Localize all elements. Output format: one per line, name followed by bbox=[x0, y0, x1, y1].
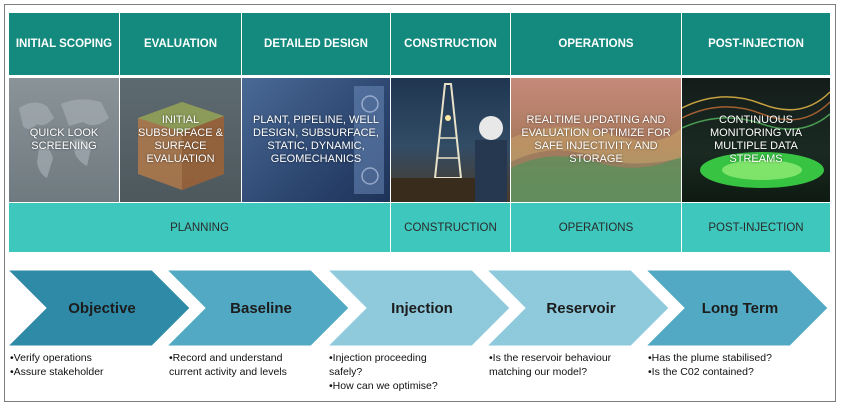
note-line: matching our model? bbox=[489, 366, 588, 378]
drilling-rig-graphic bbox=[391, 83, 507, 202]
note-line: •Has the plume stabilised? bbox=[648, 352, 772, 364]
phase-operations: OPERATIONS bbox=[511, 203, 681, 252]
world-map-image: QUICK LOOK SCREENING bbox=[9, 78, 119, 202]
stage-header-detailed-design: DETAILED DESIGN bbox=[242, 13, 390, 75]
notes-injection: •Injection proceeding safely? •How can w… bbox=[329, 351, 438, 393]
note-line: •Record and understand bbox=[169, 352, 283, 364]
chevron-process-row bbox=[7, 270, 829, 346]
chevron-baseline bbox=[166, 270, 350, 346]
stage-image-text-operations: REALTIME UPDATING AND EVALUATION OPTIMIZ… bbox=[521, 114, 671, 165]
stage-image-text-detailed-design: PLANT, PIPELINE, WELL DESIGN, SUBSURFACE… bbox=[253, 114, 379, 165]
column-separator bbox=[119, 13, 120, 202]
note-line: •Verify operations bbox=[10, 352, 92, 364]
chevron-long-term bbox=[645, 270, 829, 346]
stage-header-operations: OPERATIONS bbox=[511, 13, 681, 75]
note-line: •Injection proceeding bbox=[329, 352, 427, 364]
monitoring-plume-image: CONTINUOUS MONITORING VIA MULTIPLE DATA … bbox=[682, 78, 830, 202]
reservoir-model-graphic bbox=[511, 126, 681, 202]
phase-construction: CONSTRUCTION bbox=[391, 203, 510, 252]
drilling-rig-image bbox=[391, 78, 510, 202]
chevron-label-injection: Injection bbox=[391, 299, 453, 317]
row-separator bbox=[9, 202, 830, 203]
world-map-graphic bbox=[19, 99, 109, 178]
notes-long-term: •Has the plume stabilised? •Is the C02 c… bbox=[648, 351, 772, 379]
note-line: •Is the reservoir behaviour bbox=[489, 352, 612, 364]
stage-image-text-initial-scoping: QUICK LOOK SCREENING bbox=[29, 127, 99, 152]
notes-objective: •Verify operations •Assure stakeholder bbox=[10, 351, 104, 379]
design-screen-image: PLANT, PIPELINE, WELL DESIGN, SUBSURFACE… bbox=[242, 78, 390, 202]
chevron-objective bbox=[7, 270, 191, 346]
column-separator bbox=[510, 13, 511, 252]
monitoring-plume-graphic bbox=[682, 91, 830, 188]
note-line: safely? bbox=[329, 366, 363, 378]
chevron-label-long-term: Long Term bbox=[701, 299, 779, 317]
note-line: •Is the C02 contained? bbox=[648, 366, 754, 378]
note-line: current activity and levels bbox=[169, 366, 287, 378]
stage-header-post-injection: POST-INJECTION bbox=[682, 13, 830, 75]
geological-block-image: INITIAL SUBSURFACE & SURFACE EVALUATION bbox=[120, 78, 241, 202]
chevron-label-reservoir: Reservoir bbox=[546, 299, 616, 317]
column-separator bbox=[390, 13, 391, 252]
notes-baseline: •Record and understand current activity … bbox=[169, 351, 287, 379]
stage-image-text-evaluation: INITIAL SUBSURFACE & SURFACE EVALUATION bbox=[138, 114, 223, 165]
column-separator bbox=[241, 13, 242, 202]
reservoir-model-image: REALTIME UPDATING AND EVALUATION OPTIMIZ… bbox=[511, 78, 681, 202]
design-screen-graphic bbox=[354, 86, 384, 194]
chevron-injection bbox=[327, 270, 511, 346]
chevron-label-objective: Objective bbox=[68, 299, 136, 317]
geological-block-graphic bbox=[138, 102, 224, 190]
phase-post-injection: POST-INJECTION bbox=[682, 203, 830, 252]
stage-image-text-post-injection: CONTINUOUS MONITORING VIA MULTIPLE DATA … bbox=[709, 114, 803, 165]
chevron-label-baseline: Baseline bbox=[230, 299, 292, 317]
stage-header-evaluation: EVALUATION bbox=[120, 13, 241, 75]
chevron-reservoir bbox=[486, 270, 670, 346]
notes-reservoir: •Is the reservoir behaviour matching our… bbox=[489, 351, 611, 379]
column-separator bbox=[681, 13, 682, 252]
stage-header-initial-scoping: INITIAL SCOPING bbox=[9, 13, 119, 75]
stage-header-construction: CONSTRUCTION bbox=[391, 13, 510, 75]
note-line: •Assure stakeholder bbox=[10, 366, 104, 378]
note-line: •How can we optimise? bbox=[329, 380, 438, 392]
phase-planning: PLANNING bbox=[9, 203, 390, 252]
